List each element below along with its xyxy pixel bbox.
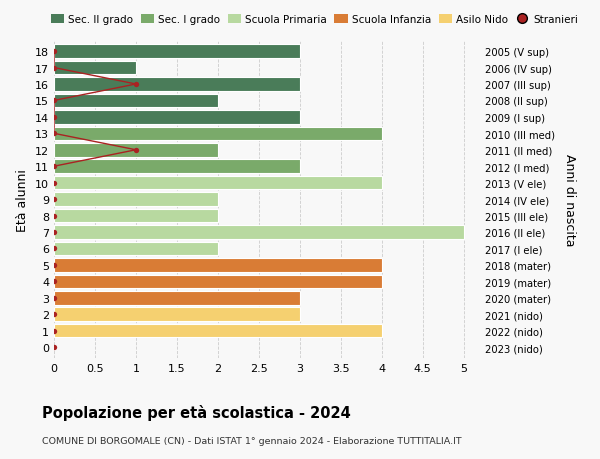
Point bbox=[49, 163, 59, 170]
Bar bbox=[54, 177, 382, 190]
Point bbox=[49, 327, 59, 335]
Bar bbox=[54, 291, 300, 305]
Bar bbox=[54, 45, 300, 59]
Point bbox=[49, 311, 59, 318]
Bar bbox=[54, 144, 218, 157]
Y-axis label: Anni di nascita: Anni di nascita bbox=[563, 153, 576, 246]
Legend: Sec. II grado, Sec. I grado, Scuola Primaria, Scuola Infanzia, Asilo Nido, Stran: Sec. II grado, Sec. I grado, Scuola Prim… bbox=[50, 15, 578, 25]
Bar bbox=[54, 127, 382, 141]
Point bbox=[49, 229, 59, 236]
Bar bbox=[54, 95, 218, 108]
Point bbox=[49, 179, 59, 187]
Text: COMUNE DI BORGOMALE (CN) - Dati ISTAT 1° gennaio 2024 - Elaborazione TUTTITALIA.: COMUNE DI BORGOMALE (CN) - Dati ISTAT 1°… bbox=[42, 436, 461, 445]
Bar bbox=[54, 308, 300, 321]
Bar bbox=[54, 242, 218, 256]
Bar bbox=[54, 160, 300, 174]
Point bbox=[49, 262, 59, 269]
Point bbox=[49, 114, 59, 121]
Point bbox=[49, 196, 59, 203]
Point bbox=[131, 147, 141, 154]
Bar bbox=[54, 324, 382, 338]
Point bbox=[49, 65, 59, 72]
Bar bbox=[54, 111, 300, 124]
Point bbox=[49, 97, 59, 105]
Point bbox=[49, 48, 59, 56]
Point bbox=[49, 278, 59, 285]
Bar bbox=[54, 275, 382, 288]
Bar bbox=[54, 258, 382, 272]
Point bbox=[49, 344, 59, 351]
Point bbox=[49, 130, 59, 138]
Point bbox=[49, 213, 59, 220]
Bar bbox=[54, 78, 300, 91]
Text: Popolazione per età scolastica - 2024: Popolazione per età scolastica - 2024 bbox=[42, 404, 351, 420]
Point bbox=[49, 245, 59, 252]
Y-axis label: Età alunni: Età alunni bbox=[16, 168, 29, 231]
Bar bbox=[54, 226, 464, 239]
Point bbox=[131, 81, 141, 89]
Point bbox=[49, 295, 59, 302]
Bar bbox=[54, 193, 218, 207]
Bar bbox=[54, 62, 136, 75]
Bar bbox=[54, 209, 218, 223]
